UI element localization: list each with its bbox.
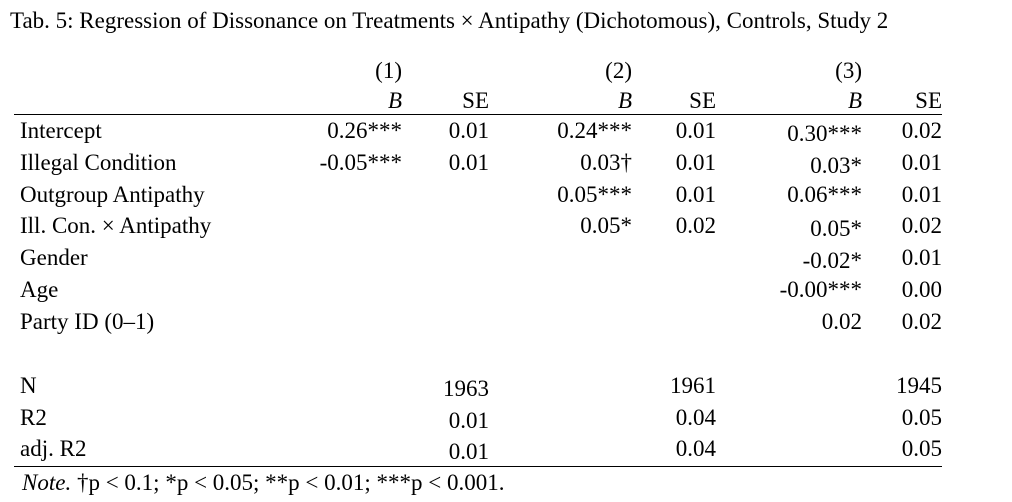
table-row: Intercept 0.26*** 0.01 0.24*** 0.01 0.30… bbox=[0, 118, 1012, 150]
m2-stat: 0.04 bbox=[675, 405, 716, 430]
m3-stat: 0.05 bbox=[901, 405, 942, 430]
table-note: Note. †p < 0.1; *p < 0.05; **p < 0.01; *… bbox=[22, 470, 505, 496]
row-label: Gender bbox=[20, 245, 88, 270]
m3-se: 0.01 bbox=[901, 182, 942, 207]
m3-coef: 0.05* bbox=[810, 216, 862, 241]
stats-row: N 1963 1961 1945 bbox=[0, 373, 1012, 405]
m3-stat: 0.05 bbox=[901, 436, 942, 461]
model-1-header: (1) bbox=[375, 58, 402, 83]
row-label: Intercept bbox=[20, 118, 102, 143]
m2-se: 0.01 bbox=[675, 150, 716, 175]
stat-label: R2 bbox=[20, 405, 47, 430]
header-rule bbox=[14, 114, 942, 115]
note-label: Note. bbox=[22, 470, 72, 495]
m2-coef: 0.24*** bbox=[557, 118, 632, 143]
m3-se: 0.00 bbox=[901, 277, 942, 302]
m1-se: 0.01 bbox=[448, 150, 489, 175]
m1-coef: -0.05*** bbox=[319, 150, 402, 175]
m1-se: 0.01 bbox=[448, 118, 489, 143]
m3-coef: 0.30*** bbox=[787, 121, 862, 146]
m3-se: 0.01 bbox=[901, 150, 942, 175]
m1-stat: 0.01 bbox=[448, 439, 489, 464]
model-3-se-header: SE bbox=[915, 88, 942, 113]
m2-stat: 1961 bbox=[670, 373, 716, 398]
m2-se: 0.01 bbox=[675, 182, 716, 207]
model-2-header: (2) bbox=[605, 58, 632, 83]
model-1-b-header: B bbox=[387, 88, 402, 113]
row-label: Party ID (0–1) bbox=[20, 309, 155, 334]
m2-coef: 0.05*** bbox=[557, 182, 632, 207]
row-label: Illegal Condition bbox=[20, 150, 177, 175]
m3-coef: 0.06*** bbox=[787, 182, 862, 207]
footer-rule bbox=[14, 466, 942, 467]
row-label: Outgroup Antipathy bbox=[20, 182, 205, 207]
table-row: Party ID (0–1) 0.02 0.02 bbox=[0, 309, 1012, 341]
table-row: Age -0.00*** 0.00 bbox=[0, 277, 1012, 309]
m2-se: 0.01 bbox=[675, 118, 716, 143]
model-3-header: (3) bbox=[835, 58, 862, 83]
table-row: Gender -0.02* 0.01 bbox=[0, 245, 1012, 277]
stat-label: adj. R2 bbox=[20, 436, 87, 461]
m3-se: 0.01 bbox=[901, 245, 942, 270]
stats-row: R2 0.01 0.04 0.05 bbox=[0, 405, 1012, 437]
model-2-se-header: SE bbox=[689, 88, 716, 113]
m1-stat: 0.01 bbox=[448, 408, 489, 433]
table-row: Illegal Condition -0.05*** 0.01 0.03† 0.… bbox=[0, 150, 1012, 182]
m3-se: 0.02 bbox=[901, 213, 942, 238]
m3-coef: -0.00*** bbox=[779, 277, 862, 302]
m1-coef: 0.26*** bbox=[327, 118, 402, 143]
m1-stat: 1963 bbox=[443, 376, 489, 401]
m3-coef: 0.03* bbox=[810, 153, 862, 178]
table-row: Outgroup Antipathy 0.05*** 0.01 0.06*** … bbox=[0, 182, 1012, 214]
m2-coef: 0.05* bbox=[580, 213, 632, 238]
stats-row: adj. R2 0.01 0.04 0.05 bbox=[0, 436, 1012, 468]
table-title: Tab. 5: Regression of Dissonance on Trea… bbox=[10, 8, 889, 33]
m3-se: 0.02 bbox=[901, 309, 942, 334]
row-label: Age bbox=[20, 277, 59, 302]
table-row: Ill. Con. × Antipathy 0.05* 0.02 0.05* 0… bbox=[0, 213, 1012, 245]
m3-se: 0.02 bbox=[901, 118, 942, 143]
model-3-b-header: B bbox=[847, 88, 862, 113]
m2-coef: 0.03† bbox=[580, 150, 632, 175]
m3-coef: -0.02* bbox=[802, 248, 862, 273]
stat-label: N bbox=[20, 373, 37, 398]
m2-stat: 0.04 bbox=[675, 436, 716, 461]
m2-se: 0.02 bbox=[675, 213, 716, 238]
m3-stat: 1945 bbox=[896, 373, 942, 398]
note-text: †p < 0.1; *p < 0.05; **p < 0.01; ***p < … bbox=[71, 470, 505, 495]
m3-coef: 0.02 bbox=[821, 309, 862, 334]
model-2-b-header: B bbox=[617, 88, 632, 113]
model-1-se-header: SE bbox=[462, 88, 489, 113]
row-label: Ill. Con. × Antipathy bbox=[20, 213, 212, 238]
